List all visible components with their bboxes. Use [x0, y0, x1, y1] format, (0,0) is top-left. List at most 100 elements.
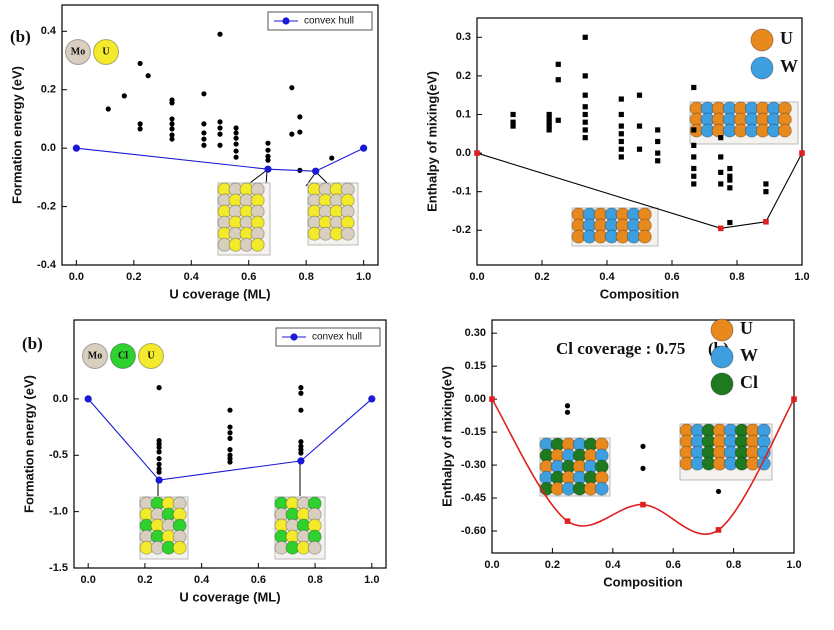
annotation: Cl coverage : 0.75 — [556, 339, 685, 358]
marker — [555, 117, 561, 123]
y-axis-label: Enthalpy of mixing(eV) — [424, 71, 439, 212]
y-tick-label: 0.3 — [456, 31, 471, 43]
y-tick-label: 0.30 — [465, 327, 486, 339]
marker — [265, 147, 271, 153]
atom-ball — [307, 540, 322, 555]
marker — [691, 165, 697, 172]
series-line — [476, 152, 803, 229]
marker — [546, 127, 552, 133]
legend-box — [275, 327, 381, 347]
atom-legend-label: U — [102, 46, 109, 57]
legend-marker — [290, 333, 298, 341]
marker — [582, 34, 588, 40]
marker — [618, 111, 624, 118]
marker — [217, 119, 223, 125]
marker — [546, 119, 552, 125]
marker — [264, 165, 272, 173]
marker — [329, 155, 335, 161]
atom-legend-ball — [750, 56, 774, 80]
marker — [718, 154, 724, 160]
marker — [155, 476, 163, 484]
atom-legend-label: Mo — [88, 350, 102, 361]
marker — [233, 125, 239, 131]
y-tick-label: 0.0 — [456, 147, 471, 159]
marker — [169, 121, 175, 127]
plot-frame — [73, 319, 387, 569]
legend: convex hull — [267, 11, 373, 31]
marker — [201, 121, 207, 127]
x-tick-label: 0.2 — [137, 574, 152, 586]
marker — [618, 123, 624, 129]
y-tick-label: -0.5 — [49, 449, 68, 461]
marker — [618, 96, 624, 102]
marker — [691, 181, 697, 187]
marker — [564, 409, 571, 415]
marker — [233, 135, 239, 141]
marker — [636, 146, 643, 152]
marker — [791, 396, 797, 402]
marker — [156, 444, 162, 450]
atom-legend-ball — [710, 372, 734, 396]
marker — [227, 430, 233, 436]
marker — [156, 385, 162, 391]
atom-ball — [250, 237, 265, 252]
plot-frame — [61, 4, 379, 266]
atom-ball — [777, 123, 792, 138]
marker — [298, 407, 304, 413]
crystal-inset — [689, 101, 799, 145]
marker — [718, 135, 724, 141]
marker — [546, 115, 552, 121]
marker — [727, 185, 733, 191]
marker — [368, 395, 376, 403]
marker — [715, 488, 722, 495]
marker — [489, 396, 495, 402]
marker — [227, 424, 233, 430]
marker — [582, 104, 588, 110]
atom-legend-label: U — [147, 350, 154, 361]
y-tick-label: 0.4 — [41, 25, 57, 37]
marker — [691, 154, 697, 160]
marker — [763, 181, 769, 187]
marker — [233, 141, 239, 147]
atom-legend-label: W — [780, 56, 798, 76]
marker — [289, 85, 295, 91]
x-tick-label: 0.8 — [299, 271, 314, 283]
marker — [727, 219, 733, 226]
marker — [121, 93, 127, 99]
marker — [312, 167, 320, 175]
x-tick-label: 0.4 — [599, 271, 615, 283]
crystal-inset — [307, 182, 359, 246]
marker — [265, 153, 271, 159]
marker — [640, 443, 646, 449]
marker — [297, 114, 303, 120]
marker — [510, 123, 516, 129]
marker — [217, 142, 223, 148]
y-tick-label: -1.5 — [49, 562, 68, 574]
y-tick-label: -0.30 — [461, 459, 486, 471]
x-tick-label: 0.0 — [469, 271, 484, 283]
marker — [655, 127, 661, 133]
x-tick-label: 1.0 — [786, 559, 801, 571]
marker — [582, 111, 588, 118]
y-tick-label: -0.4 — [37, 259, 57, 271]
marker — [727, 165, 733, 172]
y-tick-label: -0.45 — [461, 492, 486, 504]
crystal-inset — [274, 496, 326, 560]
marker — [510, 111, 516, 118]
x-axis-label: Composition — [603, 574, 682, 589]
marker — [201, 91, 207, 97]
marker — [169, 100, 175, 106]
y-axis-label: Enthalpy of mixing(eV) — [439, 366, 454, 507]
marker — [636, 123, 643, 129]
marker — [618, 154, 624, 160]
marker — [298, 390, 304, 396]
x-axis-label: U coverage (ML) — [179, 589, 280, 604]
x-tick-label: 0.6 — [241, 271, 256, 283]
legend-label: convex hull — [312, 332, 362, 343]
x-tick-label: 0.0 — [69, 271, 84, 283]
x-tick-label: 0.0 — [81, 574, 96, 586]
marker — [763, 189, 769, 195]
x-axis-label: Composition — [600, 286, 679, 301]
marker — [715, 527, 722, 533]
marker — [156, 449, 162, 455]
